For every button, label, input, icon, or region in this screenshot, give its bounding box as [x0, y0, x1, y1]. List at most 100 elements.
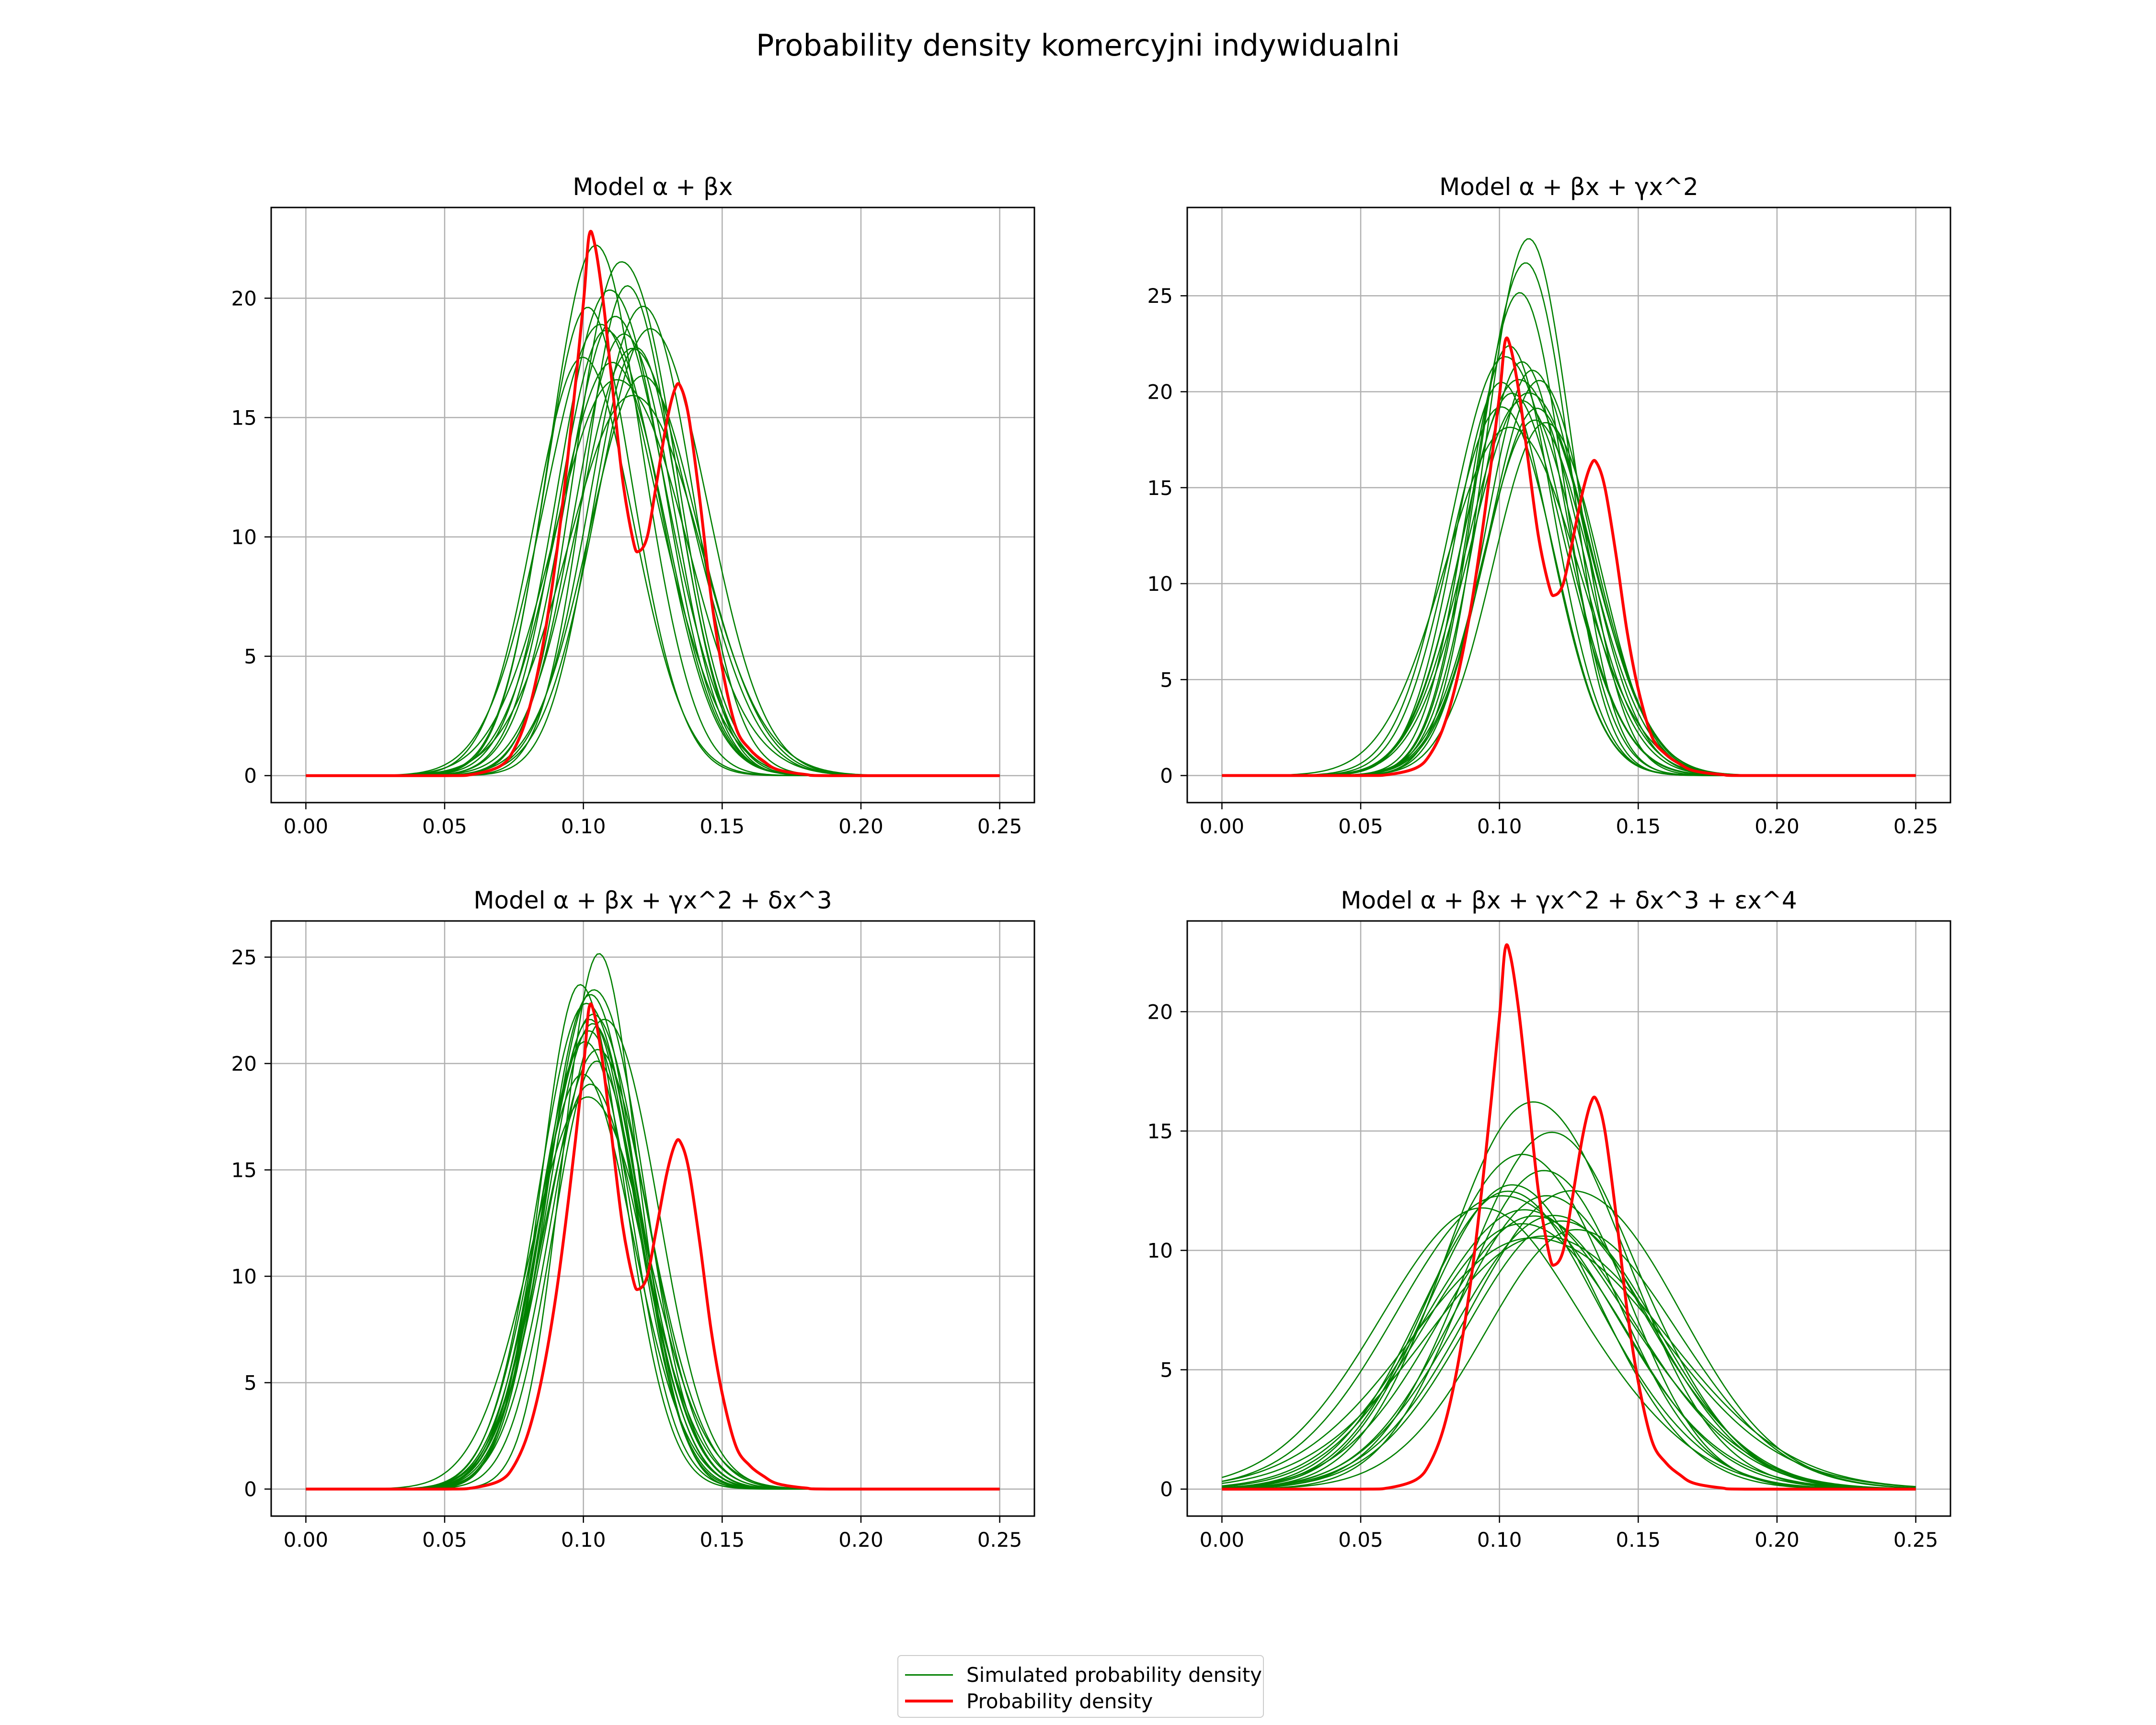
simulated-density-line [1222, 1190, 1916, 1489]
simulated-density-line [306, 307, 1000, 776]
probability-density-line [306, 1002, 1000, 1491]
probability-density-line [1222, 336, 1916, 777]
x-tick-label: 0.15 [1616, 1528, 1661, 1552]
x-tick-label: 0.20 [1755, 1528, 1800, 1552]
simulated-density-line [306, 333, 1000, 776]
plot-lines [1222, 238, 1916, 777]
x-tick-label: 0.15 [700, 815, 745, 838]
subplot-bottom-right: 0.00 0.05 0.10 0.15 0.20 0.25 0 5 10 15 20 Model α … [1147, 886, 1951, 1552]
simulated-density-line [1222, 1215, 1916, 1490]
legend-label-simulated: Simulated probability density [966, 1663, 1262, 1687]
y-tick-label: 5 [1160, 1358, 1173, 1382]
simulated-density-line [1222, 238, 1916, 776]
simulated-density-line [1222, 400, 1916, 776]
y-tick-label: 0 [1160, 764, 1173, 788]
simulated-density-line [306, 328, 1000, 776]
y-tick-label: 10 [1147, 572, 1173, 596]
x-tick-label: 0.00 [284, 815, 329, 838]
probability-density-line [1222, 943, 1916, 1491]
legend-entry-simulated: Simulated probability density [905, 1663, 1262, 1687]
axes-frame [270, 920, 1035, 1517]
simulated-density-line [306, 379, 1000, 776]
plot-lines [306, 953, 1000, 1491]
x-tick-label: 0.25 [1893, 1528, 1938, 1552]
simulated-density-line [1222, 419, 1916, 776]
simulated-density-line [1222, 1153, 1916, 1490]
simulated-density-line [1222, 1195, 1916, 1490]
simulated-density-line [306, 1041, 1000, 1490]
simulated-density-line [1222, 1190, 1916, 1490]
simulated-density-line [1222, 380, 1916, 776]
x-tick-label: 0.25 [977, 1528, 1022, 1552]
simulated-density-line [1222, 1235, 1916, 1487]
simulated-density-line [306, 953, 1000, 1490]
y-tick-label: 0 [244, 1478, 257, 1501]
legend-label-real: Probability density [966, 1689, 1153, 1713]
simulated-density-line [306, 261, 1000, 776]
x-tick-label: 0.25 [1893, 815, 1938, 838]
legend-entry-real: Probability density [905, 1689, 1153, 1713]
y-tick-label: 5 [1160, 668, 1173, 691]
simulated-density-line [1222, 422, 1916, 776]
simulated-density-line [1222, 426, 1916, 776]
x-tick-label: 0.05 [1338, 1528, 1383, 1552]
x-tick-label: 0.05 [1338, 815, 1383, 838]
simulated-density-line [306, 285, 1000, 776]
x-tick-label: 0.20 [838, 815, 883, 838]
simulated-density-line [1222, 1131, 1916, 1490]
y-tick-label: 15 [1147, 476, 1173, 500]
x-tick-label: 0.05 [422, 815, 467, 838]
y-tick-label: 20 [1147, 1000, 1173, 1024]
x-tick-label: 0.20 [1755, 815, 1800, 838]
y-tick-label: 20 [231, 1052, 257, 1076]
x-tick-label: 0.25 [977, 815, 1022, 838]
y-tick-label: 20 [1147, 380, 1173, 403]
y-tick-label: 0 [244, 764, 257, 788]
probability-density-line [306, 230, 1000, 777]
legend: Simulated probability density Probabilit… [897, 1655, 1264, 1718]
subplot-title: Model α + βx [573, 173, 733, 201]
simulated-density-line [1222, 1101, 1916, 1490]
simulated-density-line [1222, 1209, 1916, 1489]
simulated-density-line [1222, 1223, 1916, 1490]
y-tick-label: 20 [231, 287, 257, 310]
x-tick-label: 0.00 [284, 1528, 329, 1552]
axes-frame [1186, 920, 1951, 1517]
simulated-density-line [306, 375, 1000, 776]
y-tick-label: 15 [231, 406, 257, 429]
axes-frame [1186, 207, 1951, 804]
y-tick-label: 25 [1147, 284, 1173, 308]
x-tick-label: 0.10 [561, 1528, 606, 1552]
y-tick-label: 15 [1147, 1119, 1173, 1143]
x-tick-label: 0.00 [1200, 1528, 1245, 1552]
simulated-density-line [306, 316, 1000, 776]
legend-swatch-real [905, 1700, 953, 1702]
legend-swatch-simulated [905, 1674, 953, 1676]
y-tick-label: 15 [231, 1159, 257, 1182]
y-tick-label: 0 [1160, 1478, 1173, 1501]
y-tick-label: 25 [231, 945, 257, 969]
subplot-title: Model α + βx + γx^2 + δx^3 + εx^4 [1341, 886, 1797, 914]
simulated-density-line [306, 289, 1000, 776]
subplot-bottom-left: 0.00 0.05 0.10 0.15 0.20 0.25 0 5 10 15 20 25 Model … [231, 886, 1035, 1552]
simulated-density-line [306, 323, 1000, 776]
x-tick-label: 0.10 [561, 815, 606, 838]
simulated-density-line [306, 394, 1000, 776]
subplot-title: Model α + βx + γx^2 [1439, 173, 1698, 201]
x-tick-label: 0.05 [422, 1528, 467, 1552]
y-tick-label: 5 [244, 645, 257, 668]
y-tick-label: 5 [244, 1371, 257, 1395]
subplot-title: Model α + βx + γx^2 + δx^3 [473, 886, 832, 914]
subplot-top-right: 0.00 0.05 0.10 0.15 0.20 0.25 0 5 10 15 20 25 Model … [1147, 173, 1951, 838]
figure-title: Probability density komercyjni indywidua… [756, 28, 1400, 63]
y-tick-label: 10 [231, 1265, 257, 1288]
y-tick-label: 10 [1147, 1239, 1173, 1263]
simulated-density-line [1222, 369, 1916, 776]
simulated-density-line [1222, 379, 1916, 776]
simulated-density-line [306, 1030, 1000, 1490]
subplot-top-left: 0.00 0.05 0.10 0.15 0.20 0.25 0 5 10 15 20 Model α … [231, 173, 1035, 838]
x-tick-label: 0.00 [1200, 815, 1245, 838]
simulated-density-line [1222, 1229, 1916, 1490]
